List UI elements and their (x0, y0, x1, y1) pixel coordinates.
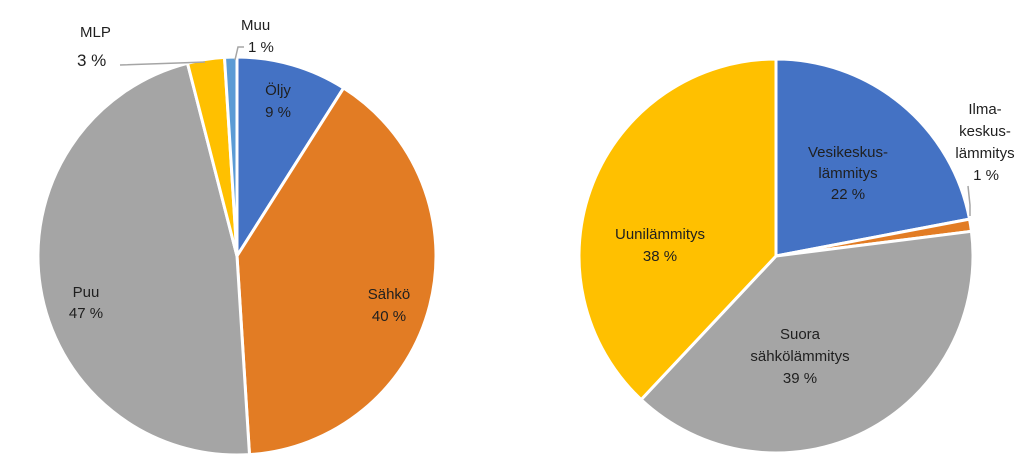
slice-value-sahko: 40 % (372, 308, 406, 325)
slice-label-puu: Puu (73, 284, 100, 301)
pie1-slice-oljy (235, 55, 346, 258)
slice-label-ilma-3: lämmitys (955, 145, 1014, 162)
leader-line-ilma (967, 185, 971, 216)
slice-label-suora-2: sähkölämmitys (750, 348, 849, 365)
slice-label-ilma-1: Ilma- (968, 101, 1001, 118)
slice-label-ilma-2: keskus- (959, 123, 1011, 140)
pie2-slice-vesi (774, 57, 972, 258)
slice-value-puu: 47 % (69, 305, 103, 322)
pie1-slice-muu (223, 55, 239, 258)
slice-label-vesi-2: lämmitys (818, 165, 877, 182)
slice-value-mlp: 3 % (77, 51, 106, 70)
pie-chart-2-labels: Vesikeskus- lämmitys 22 % Ilma- keskus- … (615, 101, 1015, 387)
leader-line-mlp (119, 61, 206, 66)
slice-label-oljy: Öljy (265, 81, 291, 99)
slice-value-suora: 39 % (783, 370, 817, 387)
pie2-slice-uuni (577, 57, 778, 402)
slice-value-muu: 1 % (248, 39, 274, 56)
pie2-slice-suora (639, 229, 975, 455)
slice-label-mlp: MLP (80, 24, 111, 41)
pie1-slice-sahko (235, 86, 438, 457)
pie1-slice-puu (36, 61, 251, 457)
slice-value-ilma: 1 % (973, 167, 999, 184)
slice-value-oljy: 9 % (265, 104, 291, 121)
pie-chart-1-labels: Öljy 9 % Sähkö 40 % Puu 47 % MLP 3 % Muu… (69, 17, 410, 325)
slice-value-uuni: 38 % (643, 248, 677, 265)
leader-line-muu (234, 46, 244, 61)
pie-chart-2 (577, 57, 975, 455)
slice-label-vesi-1: Vesikeskus- (808, 144, 888, 161)
slice-label-sahko: Sähkö (368, 286, 411, 303)
slice-value-vesi: 22 % (831, 186, 865, 203)
slice-label-suora-1: Suora (780, 326, 821, 343)
slice-label-muu: Muu (241, 17, 270, 34)
pie-chart-1 (36, 55, 438, 457)
slice-label-uuni: Uunilämmitys (615, 226, 705, 243)
